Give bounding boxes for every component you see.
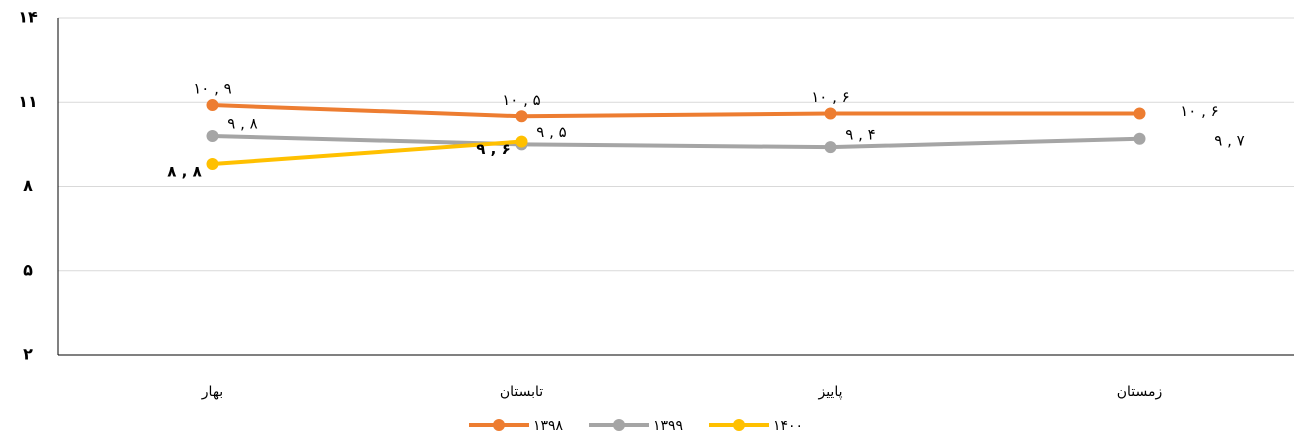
data-label: ۱۰ , ۶ <box>1180 102 1218 120</box>
data-label: ۹ , ۷ <box>1214 131 1244 149</box>
data-label: ۱۰ , ۵ <box>502 91 540 109</box>
x-tick-label: بهار <box>201 384 223 400</box>
legend-label: ۱۴۰۰ <box>773 418 803 434</box>
data-label: ۹ , ۶ <box>476 140 510 158</box>
y-tick-label: ۱۱ <box>18 92 38 111</box>
x-tick-label: پاییز <box>817 384 842 400</box>
point <box>206 129 219 142</box>
y-tick-label: ۸ <box>23 176 33 195</box>
legend-label: ۱۳۹۹ <box>653 418 683 434</box>
series-line <box>212 103 1140 119</box>
point <box>206 158 219 171</box>
data-label: ۹ , ۴ <box>845 126 875 144</box>
legend-marker <box>493 419 505 431</box>
point <box>1133 107 1146 120</box>
data-label: ۹ , ۵ <box>536 123 566 141</box>
point <box>206 99 219 112</box>
x-tick-label: تابستان <box>500 384 543 400</box>
point <box>824 141 837 154</box>
point <box>515 110 528 123</box>
legend-label: ۱۳۹۸ <box>533 418 564 434</box>
legend-marker <box>733 419 745 431</box>
point <box>515 135 528 148</box>
series-line <box>212 139 522 167</box>
data-label: ۱۰ , ۹ <box>193 80 231 98</box>
y-tick-label: ۲ <box>23 345 33 364</box>
legend-marker <box>613 419 625 431</box>
point <box>824 107 837 120</box>
x-tick-label: زمستان <box>1117 384 1163 400</box>
point <box>1133 132 1146 145</box>
y-tick-label: ۱۴ <box>18 8 38 27</box>
data-label: ۱۰ , ۶ <box>811 88 849 106</box>
data-label: ۹ , ۸ <box>227 114 257 132</box>
data-label: ۸ , ۸ <box>167 163 201 181</box>
y-tick-label: ۵ <box>23 260 33 279</box>
series-line <box>212 133 1140 150</box>
